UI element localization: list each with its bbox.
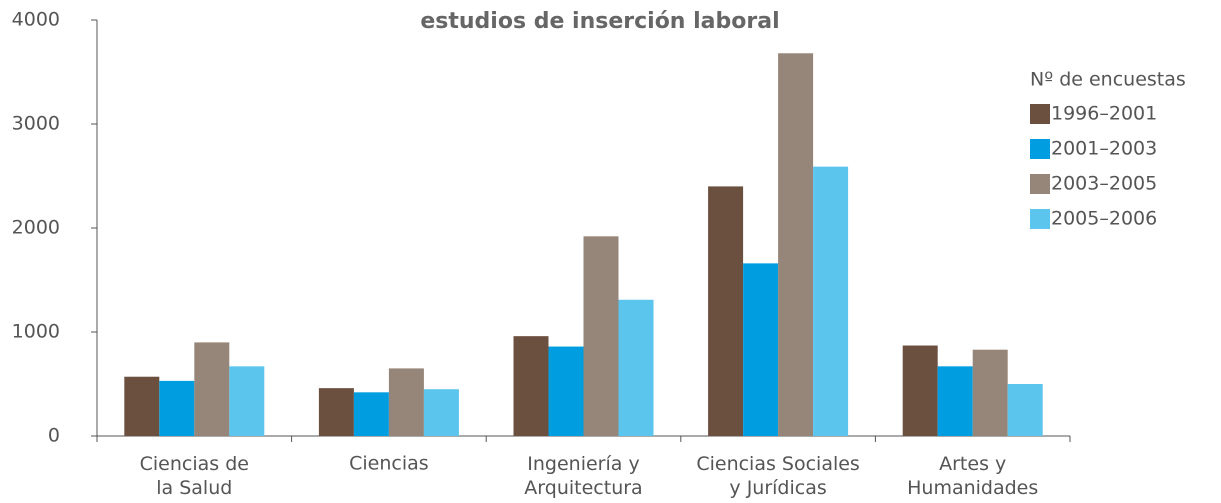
bar xyxy=(1007,384,1043,436)
bar xyxy=(743,263,779,436)
legend-label: 1996–2001 xyxy=(1051,103,1157,125)
y-tick-label: 4000 xyxy=(12,9,60,31)
x-tick-label: Artes y Humanidades xyxy=(907,453,1038,499)
bar xyxy=(778,53,814,436)
bar xyxy=(353,392,389,436)
y-tick-label: 0 xyxy=(48,425,60,447)
x-tick-label: Ciencias Sociales y Jurídicas xyxy=(696,453,860,499)
bar xyxy=(513,336,549,436)
bar xyxy=(902,345,938,436)
legend-swatch xyxy=(1030,139,1050,159)
legend-title: Nº de encuestas xyxy=(1030,69,1186,91)
bar xyxy=(618,299,654,436)
bar xyxy=(159,380,195,436)
x-tick-label: Ingeniería y Arquitectura xyxy=(524,453,642,499)
bar xyxy=(813,166,849,436)
bar xyxy=(583,236,619,436)
legend-swatch xyxy=(1030,209,1050,229)
legend-swatch xyxy=(1030,174,1050,194)
legend-swatch xyxy=(1030,104,1050,124)
bar xyxy=(548,346,584,436)
y-tick-label: 2000 xyxy=(12,217,60,239)
bar xyxy=(194,342,230,436)
legend-label: 2001–2003 xyxy=(1051,138,1157,160)
bar xyxy=(972,349,1008,436)
x-tick-label: Ciencias de la Salud xyxy=(140,453,249,499)
bar xyxy=(423,389,459,436)
x-tick-label: Ciencias xyxy=(349,453,429,475)
legend-label: 2005–2006 xyxy=(1051,208,1157,230)
bar xyxy=(388,368,424,436)
y-tick-label: 1000 xyxy=(12,321,60,343)
legend-label: 2003–2005 xyxy=(1051,173,1157,195)
chart-title: estudios de inserción laboral xyxy=(420,9,779,34)
bar xyxy=(124,376,160,436)
bar xyxy=(708,186,744,436)
y-tick-label: 3000 xyxy=(12,113,60,135)
bar xyxy=(318,388,354,436)
bar xyxy=(229,366,265,436)
bar xyxy=(937,366,973,436)
